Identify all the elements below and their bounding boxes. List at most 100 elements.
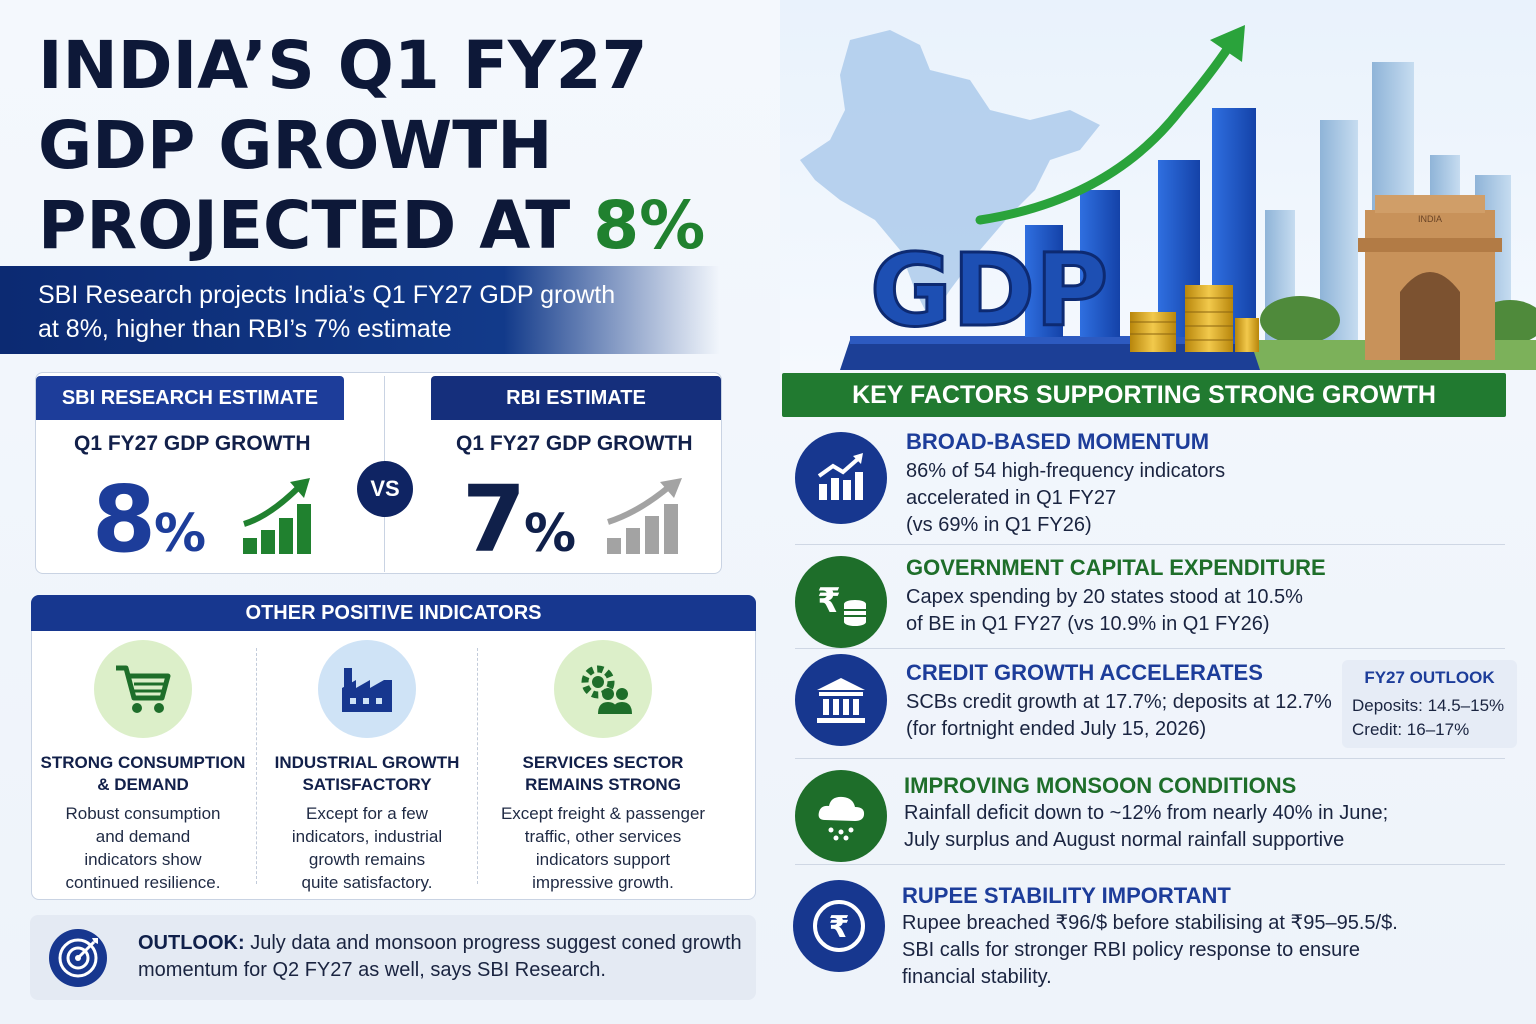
bank-icon: [795, 654, 887, 746]
rupee-coins-icon: ₹: [795, 556, 887, 648]
outlook-text: OUTLOOK: July data and monsoon progress …: [138, 930, 748, 984]
indicator-title: INDUSTRIAL GROWTH SATISFACTORY: [257, 752, 477, 798]
indicator-text-line: indicators, industrial: [291, 827, 443, 846]
title-line-3-prefix: PROJECTED AT: [38, 187, 594, 264]
hero-illustration: INDIA GDP: [780, 0, 1536, 370]
factor-title-monsoon: IMPROVING MONSOON CONDITIONS: [904, 773, 1297, 798]
fy27-outlook-credit: Credit: 16–17%: [1352, 720, 1470, 739]
factor-text-line: SCBs credit growth at 17.7%; deposits at…: [906, 691, 1332, 713]
indicator-title-line: REMAINS STRONG: [525, 775, 681, 794]
title-line-1: INDIA’S Q1 FY27: [38, 27, 648, 104]
indicator-consumption: STRONG CONSUMPTION & DEMAND Robust consu…: [33, 640, 253, 894]
indicator-description: Except freight & passenger traffic, othe…: [480, 802, 726, 894]
indicator-text-line: Robust consumption: [65, 804, 221, 823]
factor-separator: [795, 758, 1505, 759]
gear-people-icon: [554, 640, 652, 738]
factor-separator: [795, 648, 1505, 649]
indicator-text-line: indicators show: [84, 850, 202, 869]
indicator-services: SERVICES SECTOR REMAINS STRONG Except fr…: [480, 640, 726, 894]
gdp-sign-text: GDP: [870, 232, 1108, 349]
target-icon: [49, 929, 107, 987]
factor-text-line: July surplus and August normal rainfall …: [904, 829, 1345, 851]
svg-text:₹: ₹: [817, 581, 841, 621]
page-title: INDIA’S Q1 FY27 GDP GROWTH PROJECTED AT …: [38, 26, 758, 266]
factor-text-line: (for fortnight ended July 15, 2026): [906, 718, 1207, 740]
subtitle-band: [0, 266, 720, 354]
indicator-industrial: INDUSTRIAL GROWTH SATISFACTORY Except fo…: [257, 640, 477, 894]
factor-title-credit: CREDIT GROWTH ACCELERATES: [906, 660, 1263, 685]
gate-inscription: INDIA: [1418, 214, 1442, 224]
factor-text-rupee: Rupee breached ₹96/$ before stabilising …: [902, 910, 1398, 991]
factor-text-momentum: 86% of 54 high-frequency indicators acce…: [906, 458, 1225, 539]
factor-text-line: Capex spending by 20 states stood at 10.…: [906, 586, 1303, 608]
rbi-value-number: 7: [462, 466, 526, 573]
subtitle-line-2: at 8%, higher than RBI’s 7% estimate: [38, 315, 452, 343]
indicator-title-line: INDUSTRIAL GROWTH: [274, 753, 460, 772]
factor-separator: [795, 544, 1505, 545]
subtitle-line-1: SBI Research projects India’s Q1 FY27 GD…: [38, 281, 616, 309]
indicator-text-line: growth remains: [308, 850, 426, 869]
factor-text-line: Rainfall deficit down to ~12% from nearl…: [904, 802, 1389, 824]
factor-text-line: financial stability.: [902, 966, 1052, 988]
outlook-label: OUTLOOK:: [138, 932, 245, 954]
factor-text-line: 86% of 54 high-frequency indicators: [906, 460, 1226, 482]
fy27-outlook-title: FY27 OUTLOOK: [1364, 668, 1495, 687]
bar-chart-up-green-icon: [243, 478, 311, 554]
shopping-cart-icon: [94, 640, 192, 738]
outlook-line-1: OUTLOOK: July data and monsoon progress …: [138, 930, 748, 957]
sbi-estimate-tag: SBI RESEARCH ESTIMATE: [36, 376, 344, 420]
indicator-description: Except for a few indicators, industrial …: [257, 802, 477, 894]
vs-badge: VS: [357, 461, 413, 517]
sbi-value-number: 8: [92, 466, 156, 573]
indicator-title-line: & DEMAND: [97, 775, 189, 794]
factor-separator: [795, 864, 1505, 865]
indicator-text-line: continued resilience.: [65, 873, 221, 892]
factor-text-line: of BE in Q1 FY27 (vs 10.9% in Q1 FY26): [906, 613, 1270, 635]
india-map-shape: [800, 30, 1100, 320]
factor-title-capex: GOVERNMENT CAPITAL EXPENDITURE: [906, 555, 1326, 580]
factor-text-line: (vs 69% in Q1 FY26): [906, 514, 1092, 536]
growth-arrow-icon: [975, 40, 1235, 225]
indicator-separator: [256, 648, 257, 884]
indicator-title-line: STRONG CONSUMPTION: [40, 753, 246, 772]
indicator-title: SERVICES SECTOR REMAINS STRONG: [480, 752, 726, 798]
sbi-estimate-value: 8%: [92, 470, 206, 584]
title-line-2: GDP GROWTH: [38, 107, 553, 184]
indicator-title-line: SATISFACTORY: [302, 775, 432, 794]
indicator-title: STRONG CONSUMPTION & DEMAND: [33, 752, 253, 798]
rain-cloud-icon: [795, 770, 887, 862]
factor-text-line: accelerated in Q1 FY27: [906, 487, 1117, 509]
rbi-estimate-value: 7%: [462, 470, 576, 584]
rupee-circle-icon: ₹: [793, 880, 885, 972]
indicator-description: Robust consumption and demand indicators…: [33, 802, 253, 894]
indicator-separator: [477, 648, 478, 884]
factor-title-momentum: BROAD-BASED MOMENTUM: [906, 429, 1210, 454]
outlook-line-2: momentum for Q2 FY27 as well, says SBI R…: [138, 959, 606, 981]
indicator-text-line: and demand: [95, 827, 191, 846]
fy27-outlook-deposits: Deposits: 14.5–15%: [1352, 696, 1505, 715]
india-gate-icon: INDIA: [1358, 195, 1502, 360]
subtitle: SBI Research projects India’s Q1 FY27 GD…: [38, 278, 718, 346]
bar-chart-up-grey-icon: [607, 478, 682, 554]
indicator-text-line: impressive growth.: [532, 873, 674, 892]
svg-text:₹: ₹: [829, 910, 850, 945]
other-indicators-heading: OTHER POSITIVE INDICATORS: [31, 595, 756, 631]
title-highlight-value: 8%: [593, 187, 706, 264]
sbi-value-unit: %: [154, 504, 206, 564]
factor-text-line: SBI calls for stronger RBI policy respon…: [902, 939, 1360, 961]
coin-stacks-icon: [1130, 285, 1259, 352]
indicator-title-line: SERVICES SECTOR: [522, 753, 684, 772]
factory-icon: [318, 640, 416, 738]
key-factors-heading: KEY FACTORS SUPPORTING STRONG GROWTH: [782, 373, 1506, 417]
title-line-3: PROJECTED AT 8%: [38, 186, 758, 266]
indicator-text-line: traffic, other services: [524, 827, 682, 846]
indicator-text-line: Except freight & passenger: [500, 804, 706, 823]
factor-text-line: Rupee breached ₹96/$ before stabilising …: [902, 912, 1398, 934]
factor-text-monsoon: Rainfall deficit down to ~12% from nearl…: [904, 800, 1388, 854]
fy27-outlook-box: [1342, 660, 1517, 748]
factor-text-capex: Capex spending by 20 states stood at 10.…: [906, 584, 1303, 638]
indicator-text-line: Except for a few: [306, 804, 428, 823]
outlook-box: [30, 915, 756, 1000]
sbi-estimate-subtitle: Q1 FY27 GDP GROWTH: [74, 432, 311, 455]
factor-title-rupee: RUPEE STABILITY IMPORTANT: [902, 883, 1231, 908]
